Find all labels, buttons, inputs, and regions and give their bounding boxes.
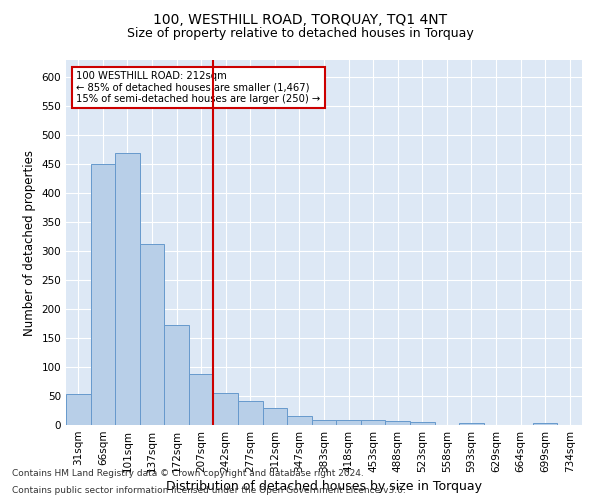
Bar	[140, 244, 164, 425]
Text: Contains public sector information licensed under the Open Government Licence v3: Contains public sector information licen…	[12, 486, 406, 495]
Bar	[115, 152, 140, 425]
Bar	[238, 401, 263, 425]
Text: 100 WESTHILL ROAD: 212sqm
← 85% of detached houses are smaller (1,467)
15% of se: 100 WESTHILL ROAD: 212sqm ← 85% of detac…	[76, 71, 320, 104]
Bar	[533, 422, 557, 425]
Y-axis label: Number of detached properties: Number of detached properties	[23, 150, 36, 336]
Bar	[214, 392, 238, 425]
Bar	[189, 374, 214, 425]
Bar	[91, 164, 115, 425]
Bar	[459, 422, 484, 425]
Bar	[336, 420, 361, 425]
Bar	[361, 420, 385, 425]
Bar	[66, 394, 91, 425]
Text: 100, WESTHILL ROAD, TORQUAY, TQ1 4NT: 100, WESTHILL ROAD, TORQUAY, TQ1 4NT	[153, 12, 447, 26]
Bar	[385, 421, 410, 425]
Text: Size of property relative to detached houses in Torquay: Size of property relative to detached ho…	[127, 28, 473, 40]
Text: Contains HM Land Registry data © Crown copyright and database right 2024.: Contains HM Land Registry data © Crown c…	[12, 468, 364, 477]
Bar	[164, 325, 189, 425]
Bar	[312, 420, 336, 425]
Bar	[287, 416, 312, 425]
X-axis label: Distribution of detached houses by size in Torquay: Distribution of detached houses by size …	[166, 480, 482, 494]
Bar	[263, 408, 287, 425]
Bar	[410, 422, 434, 425]
